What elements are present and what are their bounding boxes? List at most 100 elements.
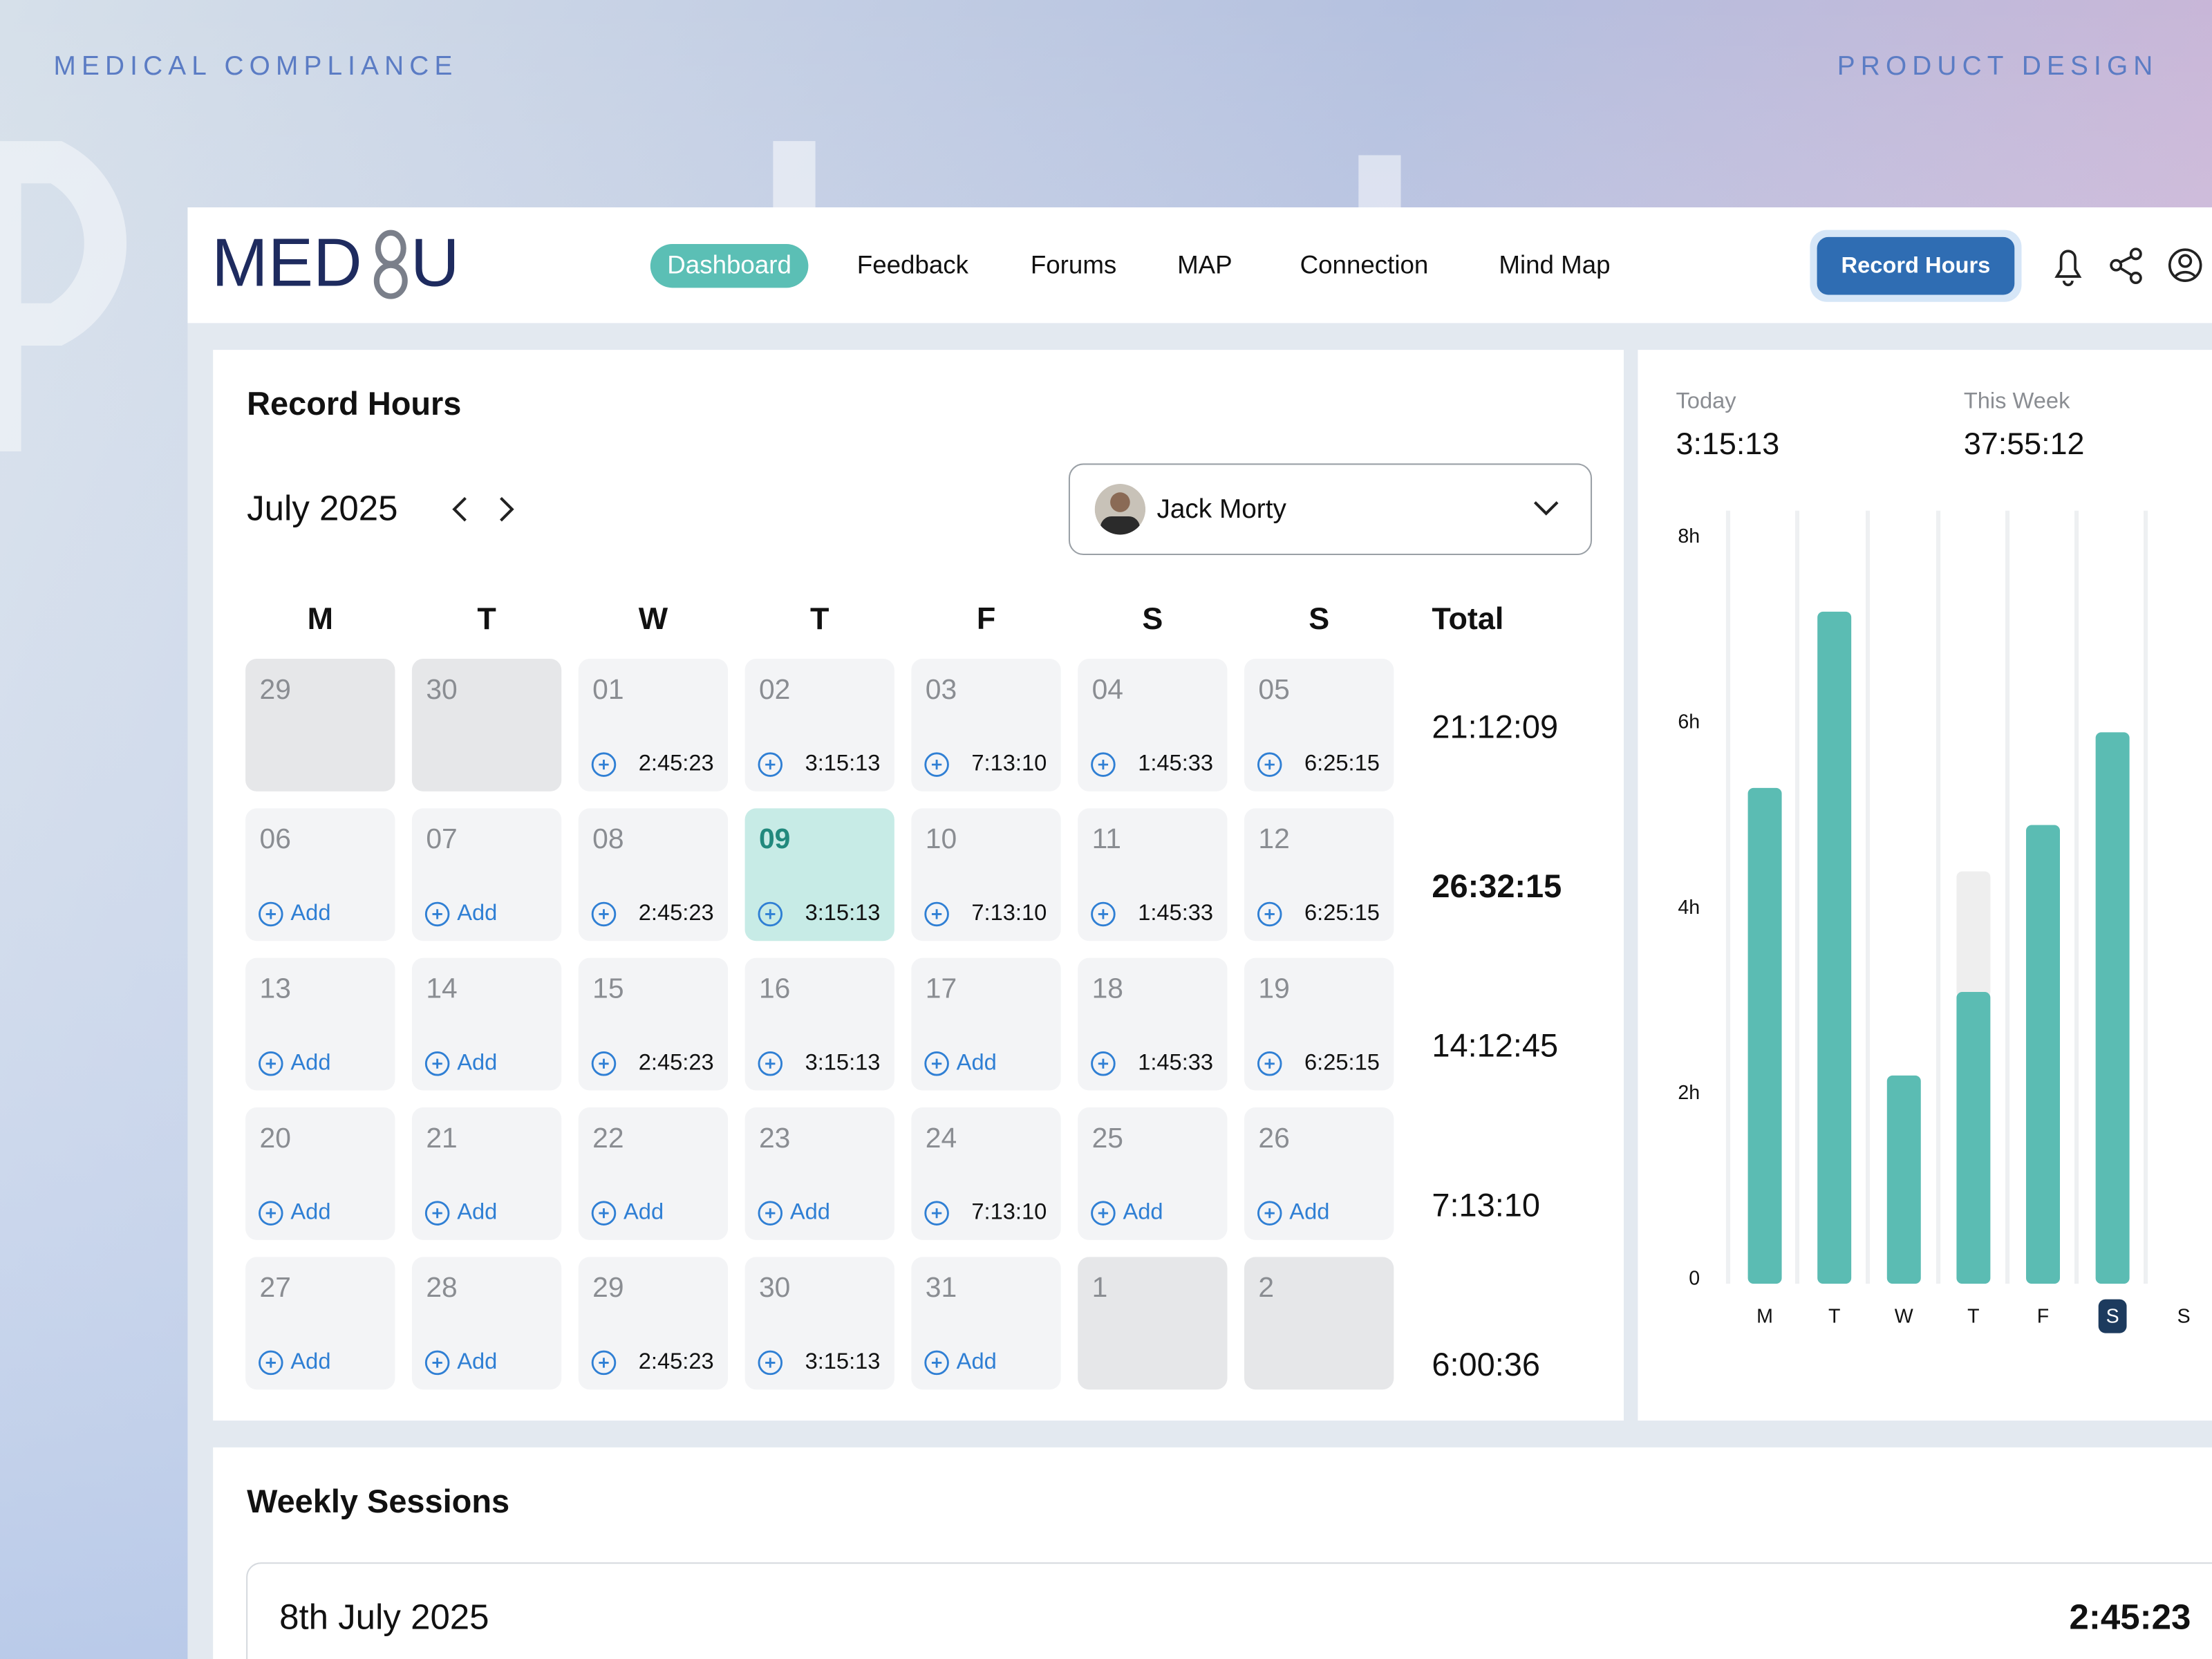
add-link[interactable]: Add [1123, 1199, 1163, 1224]
add-icon-plus[interactable] [1264, 1058, 1275, 1069]
day-cell[interactable] [744, 1257, 894, 1390]
add-icon-plus[interactable] [432, 1358, 442, 1368]
day-cell[interactable] [411, 808, 562, 941]
add-icon[interactable] [924, 901, 949, 927]
profile-icon[interactable] [2168, 248, 2202, 282]
nav-item[interactable]: Connection [1300, 250, 1429, 279]
add-icon[interactable] [924, 1350, 949, 1376]
add-icon[interactable] [1091, 1051, 1116, 1076]
add-icon-plus[interactable] [931, 1058, 942, 1069]
add-icon-plus[interactable] [1098, 1208, 1109, 1219]
day-cell[interactable] [245, 1257, 395, 1390]
day-cell[interactable] [1244, 659, 1394, 791]
add-icon[interactable] [1091, 901, 1116, 927]
day-cell[interactable] [1244, 808, 1394, 941]
add-icon[interactable] [1257, 1051, 1282, 1076]
add-icon[interactable] [1091, 752, 1116, 777]
add-icon[interactable] [758, 1350, 783, 1376]
add-icon-plus[interactable] [432, 909, 442, 919]
day-cell[interactable] [1078, 808, 1228, 941]
add-icon-plus[interactable] [599, 1208, 609, 1219]
add-link[interactable]: Add [290, 1199, 330, 1224]
nav-item[interactable]: Mind Map [1499, 250, 1610, 279]
day-cell[interactable] [744, 1107, 894, 1240]
add-link[interactable]: Add [457, 899, 497, 925]
day-cell[interactable] [911, 1257, 1061, 1390]
add-icon[interactable] [758, 901, 783, 927]
add-icon-plus[interactable] [265, 1058, 276, 1069]
add-icon-plus[interactable] [931, 909, 942, 919]
add-icon[interactable] [424, 1201, 450, 1226]
day-cell[interactable] [1078, 659, 1228, 791]
add-icon[interactable] [1091, 1201, 1116, 1226]
add-icon-plus[interactable] [1264, 759, 1275, 770]
day-cell[interactable] [1078, 1107, 1228, 1240]
day-cell[interactable] [245, 1107, 395, 1240]
add-link[interactable]: Add [290, 899, 330, 925]
add-icon-plus[interactable] [765, 1058, 776, 1069]
day-cell[interactable] [245, 808, 395, 941]
add-icon[interactable] [424, 1350, 450, 1376]
day-cell[interactable] [411, 1257, 562, 1390]
day-cell[interactable] [411, 1107, 562, 1240]
add-icon-plus[interactable] [1264, 1208, 1275, 1219]
day-cell[interactable] [744, 957, 894, 1091]
add-icon-plus[interactable] [765, 1358, 776, 1368]
nav-item[interactable]: Feedback [857, 250, 969, 279]
add-icon[interactable] [259, 1201, 283, 1226]
add-icon-plus[interactable] [599, 1358, 609, 1368]
day-cell[interactable] [911, 957, 1061, 1091]
add-icon-plus[interactable] [765, 909, 776, 919]
day-cell[interactable] [744, 659, 894, 791]
add-icon[interactable] [591, 1201, 617, 1226]
day-cell[interactable] [911, 808, 1061, 941]
day-cell[interactable] [1078, 957, 1228, 1091]
add-link[interactable]: Add [1289, 1199, 1329, 1224]
add-icon[interactable] [924, 752, 949, 777]
add-icon[interactable] [424, 901, 450, 927]
add-icon-plus[interactable] [931, 1208, 942, 1219]
add-icon-plus[interactable] [1264, 909, 1275, 919]
nav-item[interactable]: MAP [1177, 250, 1232, 279]
add-icon-plus[interactable] [931, 1358, 942, 1368]
day-cell[interactable] [245, 659, 395, 791]
day-cell[interactable] [578, 659, 729, 791]
add-link[interactable]: Add [624, 1199, 664, 1224]
add-icon-plus[interactable] [265, 1208, 276, 1219]
add-icon-plus[interactable] [265, 1358, 276, 1368]
day-cell[interactable] [1244, 957, 1394, 1091]
add-link[interactable]: Add [290, 1049, 330, 1074]
add-icon[interactable] [758, 752, 783, 777]
prev-month[interactable] [452, 496, 467, 522]
add-icon[interactable] [259, 901, 283, 927]
add-icon[interactable] [424, 1051, 450, 1076]
day-cell[interactable] [1244, 1257, 1394, 1390]
add-icon-plus[interactable] [265, 909, 276, 919]
add-icon[interactable] [924, 1051, 949, 1076]
add-link[interactable]: Add [457, 1049, 497, 1074]
add-icon[interactable] [1257, 1201, 1282, 1226]
add-icon-plus[interactable] [432, 1058, 442, 1069]
add-icon-plus[interactable] [1098, 759, 1109, 770]
next-month[interactable] [500, 496, 514, 522]
user-select[interactable] [1068, 463, 1593, 556]
day-cell[interactable] [578, 1107, 729, 1240]
add-icon[interactable] [758, 1201, 783, 1226]
button-label[interactable]: Record Hours [1841, 252, 1991, 277]
day-cell[interactable] [744, 808, 894, 941]
nav-item[interactable]: Forums [1031, 250, 1116, 279]
add-icon[interactable] [591, 1051, 617, 1076]
add-link[interactable]: Add [457, 1199, 497, 1224]
record-hours-button[interactable] [1817, 236, 2015, 295]
add-icon[interactable] [591, 752, 617, 777]
add-icon[interactable] [591, 1350, 617, 1376]
share-icon[interactable] [2110, 247, 2142, 285]
day-cell[interactable] [911, 659, 1061, 791]
day-cell[interactable] [245, 957, 395, 1091]
day-cell[interactable] [411, 957, 562, 1091]
day-cell[interactable] [411, 659, 562, 791]
add-icon[interactable] [924, 1201, 949, 1226]
nav-item[interactable]: Dashboard [667, 250, 791, 279]
add-icon[interactable] [758, 1051, 783, 1076]
dropdown-chevron[interactable] [1533, 501, 1559, 516]
